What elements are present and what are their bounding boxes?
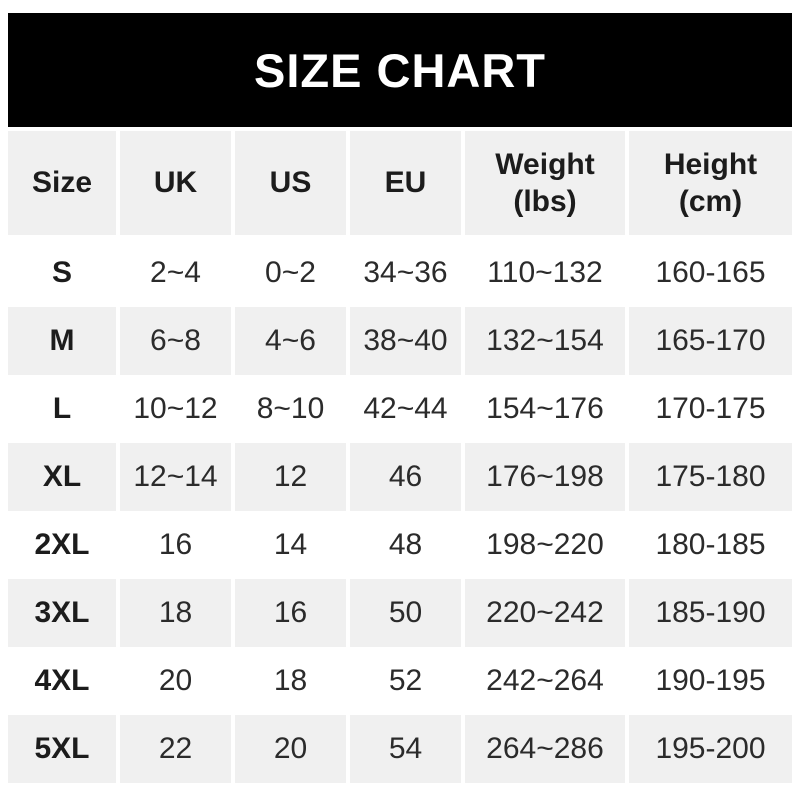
- weight-cell: 110~132: [465, 239, 629, 307]
- column-header-us: US: [235, 131, 350, 239]
- eu-cell: 46: [350, 443, 465, 511]
- weight-cell: 242~264: [465, 647, 629, 715]
- table-row-s: S 2~4 0~2 34~36 110~132 160-165: [8, 239, 792, 307]
- height-cell: 160-165: [629, 239, 792, 307]
- eu-cell: 42~44: [350, 375, 465, 443]
- us-cell: 8~10: [235, 375, 350, 443]
- column-header-weight-unit: (lbs): [513, 185, 577, 218]
- us-cell: 12: [235, 443, 350, 511]
- size-cell: 5XL: [8, 715, 120, 783]
- column-header-size: Size: [8, 131, 120, 239]
- us-cell: 4~6: [235, 307, 350, 375]
- column-header-eu: EU: [350, 131, 465, 239]
- table-row-5xl: 5XL 22 20 54 264~286 195-200: [8, 715, 792, 783]
- size-cell: L: [8, 375, 120, 443]
- column-header-height-label: Height: [663, 147, 758, 181]
- column-header-weight: Weight (lbs): [465, 131, 629, 239]
- weight-cell: 220~242: [465, 579, 629, 647]
- height-cell: 170-175: [629, 375, 792, 443]
- uk-cell: 20: [120, 647, 235, 715]
- eu-cell: 34~36: [350, 239, 465, 307]
- size-cell: M: [8, 307, 120, 375]
- size-chart-table: Size UK US EU Weight (lbs) Height (cm) S…: [8, 131, 792, 783]
- table-row-xl: XL 12~14 12 46 176~198 175-180: [8, 443, 792, 511]
- weight-cell: 176~198: [465, 443, 629, 511]
- table-row-m: M 6~8 4~6 38~40 132~154 165-170: [8, 307, 792, 375]
- header-row: Size UK US EU Weight (lbs) Height (cm): [8, 131, 792, 239]
- height-cell: 175-180: [629, 443, 792, 511]
- eu-cell: 52: [350, 647, 465, 715]
- column-header-height: Height (cm): [629, 131, 792, 239]
- title-bar: SIZE CHART: [8, 13, 792, 127]
- uk-cell: 16: [120, 511, 235, 579]
- weight-cell: 154~176: [465, 375, 629, 443]
- eu-cell: 50: [350, 579, 465, 647]
- eu-cell: 38~40: [350, 307, 465, 375]
- eu-cell: 54: [350, 715, 465, 783]
- uk-cell: 2~4: [120, 239, 235, 307]
- size-cell: S: [8, 239, 120, 307]
- us-cell: 18: [235, 647, 350, 715]
- column-header-uk: UK: [120, 131, 235, 239]
- height-cell: 190-195: [629, 647, 792, 715]
- size-cell: 3XL: [8, 579, 120, 647]
- height-cell: 180-185: [629, 511, 792, 579]
- us-cell: 14: [235, 511, 350, 579]
- table-row-2xl: 2XL 16 14 48 198~220 180-185: [8, 511, 792, 579]
- uk-cell: 6~8: [120, 307, 235, 375]
- us-cell: 16: [235, 579, 350, 647]
- uk-cell: 22: [120, 715, 235, 783]
- height-cell: 195-200: [629, 715, 792, 783]
- eu-cell: 48: [350, 511, 465, 579]
- size-cell: 2XL: [8, 511, 120, 579]
- size-cell: 4XL: [8, 647, 120, 715]
- us-cell: 20: [235, 715, 350, 783]
- table-row-4xl: 4XL 20 18 52 242~264 190-195: [8, 647, 792, 715]
- uk-cell: 12~14: [120, 443, 235, 511]
- height-cell: 185-190: [629, 579, 792, 647]
- table-header: Size UK US EU Weight (lbs) Height (cm): [8, 131, 792, 239]
- size-chart-panel: SIZE CHART Size UK US EU Weight (lbs) He: [8, 13, 792, 783]
- page-title: SIZE CHART: [254, 43, 546, 97]
- column-header-height-unit: (cm): [678, 185, 743, 218]
- table-body: S 2~4 0~2 34~36 110~132 160-165 M 6~8 4~…: [8, 239, 792, 783]
- uk-cell: 10~12: [120, 375, 235, 443]
- size-cell: XL: [8, 443, 120, 511]
- table-row-l: L 10~12 8~10 42~44 154~176 170-175: [8, 375, 792, 443]
- uk-cell: 18: [120, 579, 235, 647]
- weight-cell: 264~286: [465, 715, 629, 783]
- weight-cell: 198~220: [465, 511, 629, 579]
- table-row-3xl: 3XL 18 16 50 220~242 185-190: [8, 579, 792, 647]
- column-header-weight-label: Weight: [495, 147, 595, 181]
- height-cell: 165-170: [629, 307, 792, 375]
- weight-cell: 132~154: [465, 307, 629, 375]
- us-cell: 0~2: [235, 239, 350, 307]
